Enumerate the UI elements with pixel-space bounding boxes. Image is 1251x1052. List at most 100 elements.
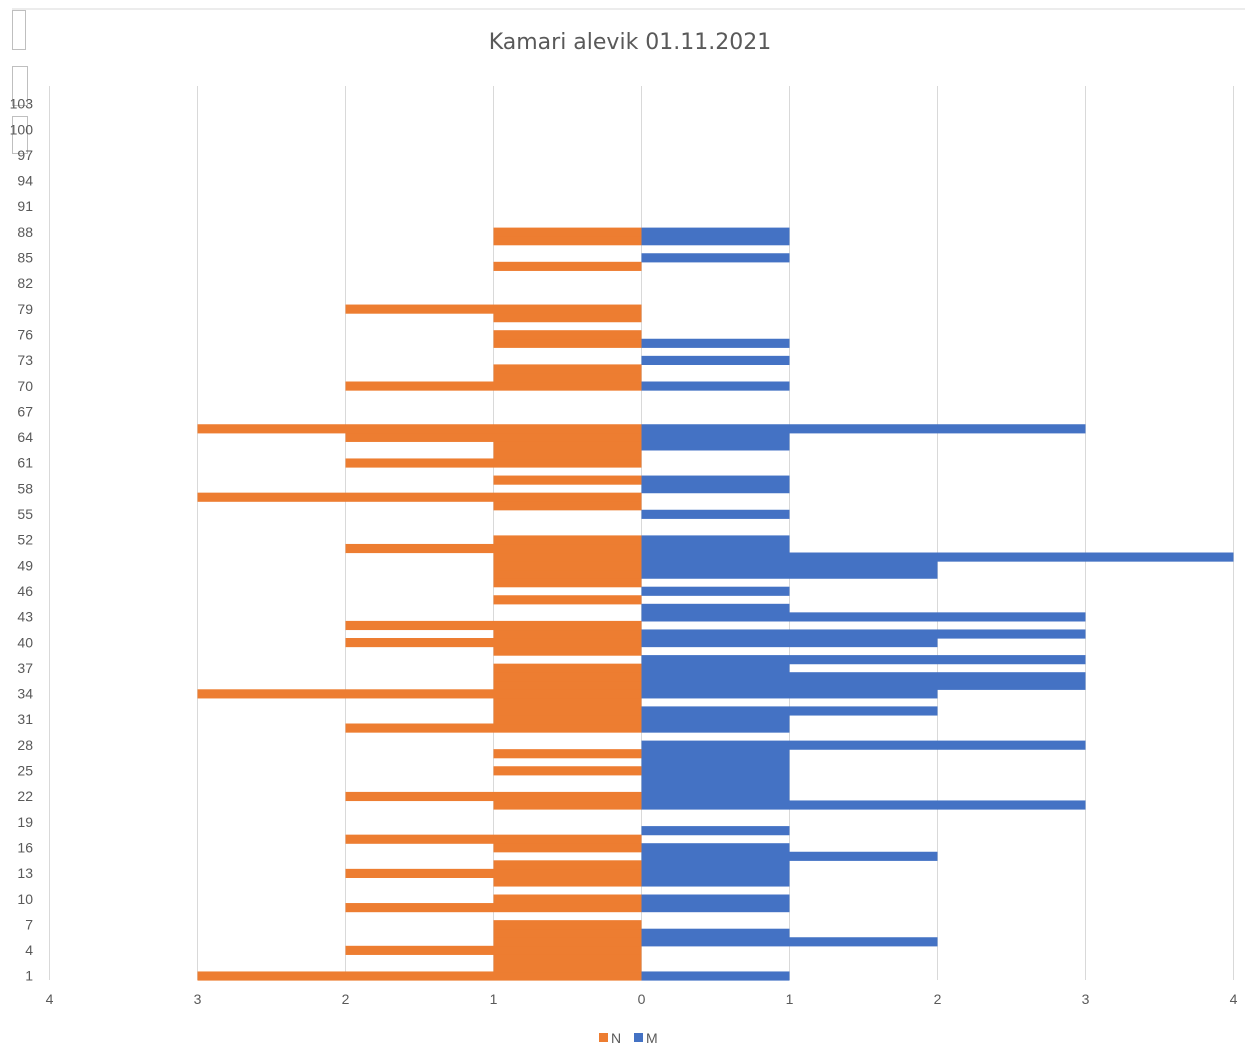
bar-n-age-14	[493, 860, 642, 870]
bar-m-age-50	[641, 552, 1234, 562]
bar-n-age-76	[493, 330, 642, 340]
y-tick-label: 100	[10, 121, 34, 137]
bar-n-age-27	[493, 749, 642, 759]
y-tick-label: 22	[17, 788, 33, 804]
bar-m-age-75	[641, 338, 790, 348]
bar-n-age-57	[197, 492, 642, 502]
y-tick-label: 13	[17, 865, 33, 881]
bar-m-age-18	[641, 826, 790, 836]
x-tick-label: 3	[194, 991, 202, 1007]
bar-n-age-40	[345, 638, 642, 648]
x-tick-label: 3	[1082, 991, 1090, 1007]
bar-n-age-87	[493, 236, 642, 246]
bar-n-age-9	[345, 903, 642, 913]
bar-m-age-31	[641, 714, 790, 725]
legend-label-m: M	[646, 1030, 658, 1046]
bar-n-age-88	[493, 227, 642, 237]
bar-n-age-2	[493, 962, 642, 973]
bar-n-age-42	[345, 620, 642, 631]
bar-m-age-16	[641, 843, 790, 853]
y-tick-label: 103	[10, 96, 34, 112]
y-tick-label: 61	[17, 455, 33, 471]
bar-m-age-44	[641, 603, 790, 613]
bar-m-age-28	[641, 740, 1086, 750]
y-tick-label: 76	[17, 326, 33, 342]
bar-m-age-10	[641, 894, 790, 904]
bar-n-age-59	[493, 475, 642, 485]
bar-m-age-63	[641, 441, 790, 451]
bar-m-age-73	[641, 355, 790, 365]
bar-n-age-7	[493, 920, 642, 930]
bar-n-age-25	[493, 766, 642, 776]
bar-n-age-36	[493, 672, 642, 682]
bar-m-age-85	[641, 253, 790, 263]
series-n-bars	[197, 227, 642, 981]
x-tick-label: 4	[1230, 991, 1238, 1007]
bar-n-age-75	[493, 338, 642, 348]
bar-m-age-40	[641, 638, 938, 648]
bar-m-age-58	[641, 484, 790, 494]
bar-n-age-10	[493, 894, 642, 904]
y-tick-label: 85	[17, 250, 33, 266]
chart-elements-button[interactable]	[12, 66, 28, 106]
bar-m-age-51	[641, 543, 790, 554]
legend-swatch-n	[599, 1033, 608, 1042]
bar-m-age-5	[641, 937, 938, 947]
y-tick-label: 28	[17, 737, 33, 753]
bar-n-age-49	[493, 561, 642, 571]
bar-n-age-35	[493, 680, 642, 690]
legend: N M	[599, 1030, 658, 1046]
bar-m-age-52	[641, 535, 790, 545]
legend-swatch-m	[634, 1033, 643, 1042]
y-tick-label: 55	[17, 506, 33, 522]
bar-n-age-62	[493, 449, 642, 460]
bar-n-age-52	[493, 535, 642, 545]
y-tick-label: 25	[17, 763, 33, 779]
bar-m-age-59	[641, 475, 790, 485]
bar-n-age-3	[493, 954, 642, 964]
chart-styles-button[interactable]	[12, 116, 28, 154]
bar-n-age-22	[345, 791, 642, 802]
legend-label-n: N	[611, 1030, 621, 1046]
y-tick-label: 70	[17, 378, 33, 394]
bar-m-age-70	[641, 381, 790, 391]
bar-m-age-27	[641, 749, 790, 759]
bar-m-age-87	[641, 236, 790, 246]
bar-n-age-71	[493, 372, 642, 383]
y-tick-label: 19	[17, 814, 33, 830]
bar-n-age-63	[493, 441, 642, 451]
bar-n-age-56	[493, 501, 642, 511]
bar-m-age-23	[641, 783, 790, 793]
bar-n-age-84	[493, 261, 642, 271]
bar-n-age-64	[345, 432, 642, 442]
y-axis-tick-labels: 1 4 7 10 13 16 19 22 25 28 31 34 37 40 43 46 49 52 55 58 61 6…	[10, 96, 34, 984]
x-tick-label: 1	[786, 991, 794, 1007]
y-tick-label: 94	[17, 173, 33, 189]
y-tick-label: 7	[25, 916, 33, 932]
gridlines	[49, 86, 1234, 980]
bar-n-age-33	[493, 697, 642, 707]
bar-n-age-16	[493, 843, 642, 853]
selection-handle-top[interactable]	[12, 10, 26, 50]
bar-n-age-6	[493, 928, 642, 938]
bar-m-age-1	[641, 971, 790, 981]
bar-n-age-78	[493, 313, 642, 323]
bar-m-age-64	[641, 432, 790, 442]
bar-n-age-37	[493, 663, 642, 673]
bar-n-age-79	[345, 304, 642, 314]
y-tick-label: 49	[17, 557, 33, 573]
bar-n-age-13	[345, 868, 642, 878]
bar-m-age-30	[641, 723, 790, 733]
bar-n-age-47	[493, 578, 642, 588]
y-tick-label: 82	[17, 275, 33, 291]
bar-m-age-35	[641, 680, 1086, 690]
bar-m-age-46	[641, 586, 790, 596]
bar-m-age-25	[641, 766, 790, 776]
y-tick-label: 1	[25, 968, 33, 984]
bar-n-age-17	[345, 834, 642, 844]
y-tick-label: 46	[17, 583, 33, 599]
y-tick-label: 91	[17, 198, 33, 214]
bar-n-age-50	[493, 552, 642, 562]
bar-n-age-70	[345, 381, 642, 391]
chart-title: Kamari alevik 01.11.2021	[489, 30, 772, 55]
